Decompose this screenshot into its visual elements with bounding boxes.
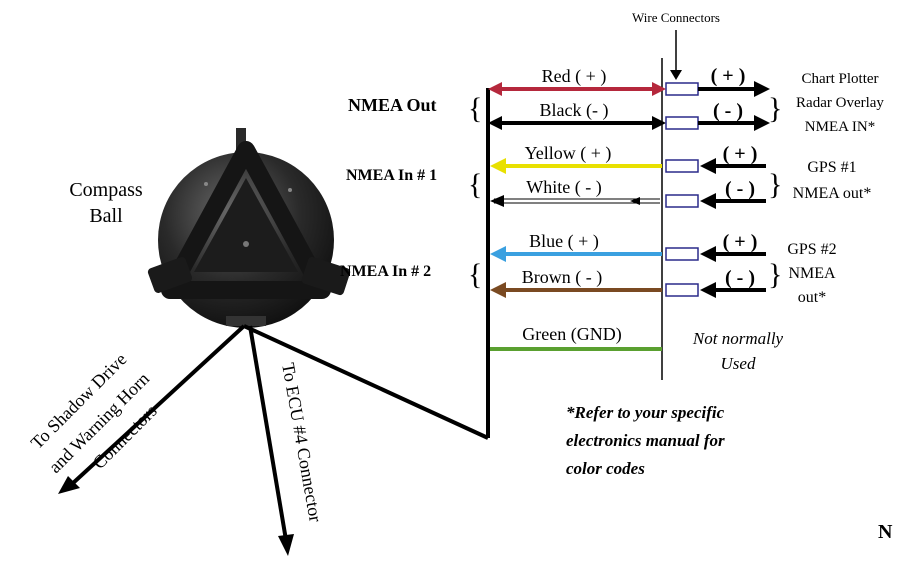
wire-label-red: Red ( + ) xyxy=(542,66,607,87)
gps-arrows xyxy=(700,158,766,298)
wire-connectors-arrow xyxy=(670,70,682,80)
wire-connector-boxes xyxy=(665,82,699,297)
gps2-brace: } xyxy=(768,258,782,291)
wire-black xyxy=(488,116,666,130)
gps1-minus-sign: ( - ) xyxy=(725,178,755,200)
gps1-brace: } xyxy=(768,168,782,201)
note-line1: *Refer to your specific xyxy=(566,403,725,422)
nmea-in2-brace: { xyxy=(468,258,482,291)
wire-label-white: White ( - ) xyxy=(526,177,601,198)
wire-label-yellow: Yellow ( + ) xyxy=(525,143,612,164)
chart-brace: } xyxy=(768,92,782,125)
wire-blue xyxy=(490,246,662,262)
gps1-plus-sign: ( + ) xyxy=(723,143,758,165)
gps2-line1: GPS #2 xyxy=(787,241,836,258)
nmea-in2-label: NMEA In # 2 xyxy=(340,263,431,280)
gps2-plus-sign: ( + ) xyxy=(723,231,758,253)
not-normally-line2: Used xyxy=(721,354,756,373)
note-line2: electronics manual for xyxy=(566,431,725,450)
note-line3: color codes xyxy=(566,459,645,478)
gps2-minus-sign: ( - ) xyxy=(725,267,755,289)
gps1-line2: NMEA out* xyxy=(793,185,872,202)
chart-plotter-arrows xyxy=(698,81,770,131)
compass-ball xyxy=(147,128,351,328)
not-normally-line1: Not normally xyxy=(692,329,784,348)
wire-label-green: Green (GND) xyxy=(522,324,621,345)
wire-label-black: Black (- ) xyxy=(540,100,609,121)
nmea-in1-brace: { xyxy=(468,168,482,201)
gps2-line3: out* xyxy=(798,289,826,306)
wire-red xyxy=(488,82,666,96)
chart-minus-sign: ( - ) xyxy=(713,100,743,122)
compass-label-line1: Compass xyxy=(69,179,143,201)
wire-brown xyxy=(490,282,662,298)
chart-plotter-line2: Radar Overlay xyxy=(796,95,884,111)
edge-letter: N xyxy=(878,521,893,543)
wire-yellow xyxy=(490,158,662,174)
wire-label-blue: Blue ( + ) xyxy=(529,231,599,252)
wire-label-brown: Brown ( - ) xyxy=(522,267,602,288)
gps1-line1: GPS #1 xyxy=(807,159,856,176)
nmea-out-brace: { xyxy=(468,92,482,125)
nmea-in1-label: NMEA In # 1 xyxy=(346,167,437,184)
gps2-line2: NMEA xyxy=(788,265,836,282)
chart-plotter-line3: NMEA IN* xyxy=(805,119,875,135)
wire-white xyxy=(490,195,660,207)
compass-cables xyxy=(70,88,490,541)
shadow-drive-arrow xyxy=(58,476,80,494)
chart-plus-sign: ( + ) xyxy=(711,65,746,87)
nmea-out-label: NMEA Out xyxy=(348,95,437,115)
compass-label-line2: Ball xyxy=(89,205,123,227)
chart-plotter-line1: Chart Plotter xyxy=(801,71,878,87)
wire-connectors-label: Wire Connectors xyxy=(632,10,720,25)
ecu-arrow xyxy=(278,534,294,556)
to-ecu-label: To ECU #4 Connector xyxy=(278,361,326,523)
